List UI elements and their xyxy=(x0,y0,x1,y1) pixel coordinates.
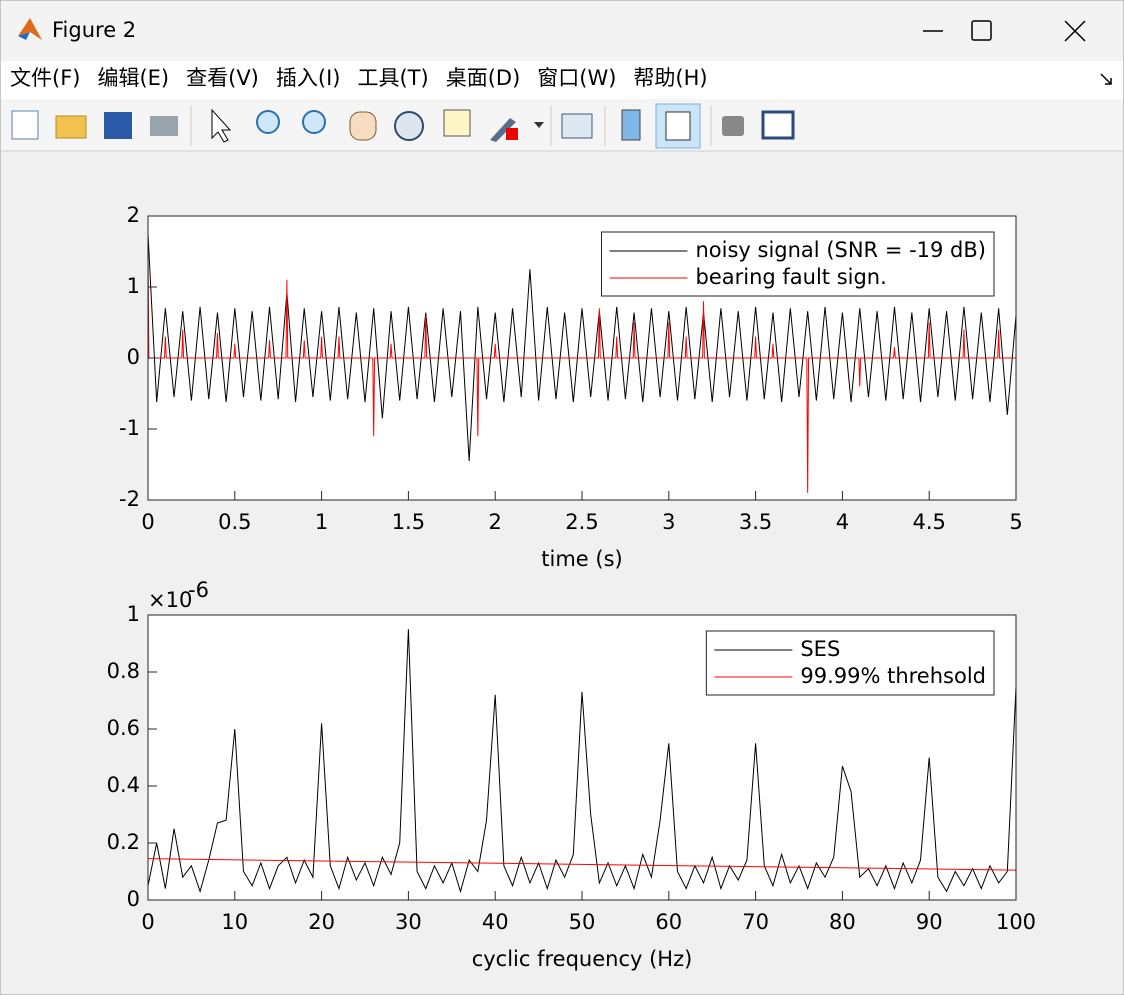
x-axis-label: time (s) xyxy=(541,547,622,571)
rotate-icon[interactable] xyxy=(394,111,424,141)
x-tick-label: 4.5 xyxy=(912,510,945,534)
menu-item[interactable]: 帮助(H) xyxy=(633,66,707,90)
brush-icon[interactable] xyxy=(490,118,516,142)
print-icon[interactable] xyxy=(150,116,178,136)
open-icon[interactable] xyxy=(55,115,87,139)
legend: SES 99.99% threhsold xyxy=(705,630,995,696)
x-tick-label: 1 xyxy=(315,510,328,534)
x-tick-label: 90 xyxy=(916,910,943,934)
menu-item[interactable]: 文件(F) xyxy=(10,66,80,90)
window-title: Figure 2 xyxy=(52,18,136,42)
x-tick-label: 0.5 xyxy=(218,510,251,534)
link-icon[interactable] xyxy=(561,113,593,139)
dock-figure-icon[interactable] xyxy=(761,110,795,140)
new-icon[interactable] xyxy=(11,110,39,140)
x-tick-label: 20 xyxy=(308,910,335,934)
y-tick-label: 0.6 xyxy=(107,716,140,740)
x-tick-label: 80 xyxy=(829,910,856,934)
x-tick-label: 2 xyxy=(489,510,502,534)
x-tick-label: 30 xyxy=(395,910,422,934)
zoom-in-icon[interactable] xyxy=(256,110,280,134)
y-tick-label: -2 xyxy=(119,487,140,511)
toolbar-icons xyxy=(11,103,795,149)
pan-icon[interactable] xyxy=(349,111,377,141)
x-tick-label: 3.5 xyxy=(739,510,772,534)
data-line xyxy=(147,629,1017,894)
y-tick-label: 2 xyxy=(127,203,140,227)
menu-bar xyxy=(1,61,1123,99)
maximize-button[interactable] xyxy=(971,20,992,41)
y-tick-label: 0 xyxy=(127,345,140,369)
y-tick-label: 0.8 xyxy=(107,659,140,683)
menu-item[interactable]: 查看(V) xyxy=(186,66,259,90)
x-tick-label: 50 xyxy=(569,910,596,934)
axes: 0 10 20 30 40 50 60 70 80 90 100 0 0.2 0.4 0.6 0.8 1 cycl… xyxy=(107,578,1036,971)
save-icon[interactable] xyxy=(104,112,132,139)
zoom-out-icon[interactable] xyxy=(302,110,326,134)
x-tick-label: 40 xyxy=(482,910,509,934)
y-multiplier: ×10 xyxy=(148,588,192,612)
dock-arrow[interactable] xyxy=(1100,73,1112,85)
legend-label: 99.99% threhsold xyxy=(800,664,986,688)
legend: noisy signal (SNR = -19 dB) bearing fault… xyxy=(600,231,995,297)
data-line xyxy=(147,858,1017,871)
x-tick-label: 0 xyxy=(141,910,154,934)
y-exponent: -6 xyxy=(188,578,209,602)
menu-item[interactable]: 工具(T) xyxy=(357,66,428,90)
title-bar xyxy=(1,1,1123,61)
legend-box xyxy=(705,630,995,696)
data-line xyxy=(147,233,1017,461)
x-tick-label: 2.5 xyxy=(565,510,598,534)
legend-label: noisy signal (SNR = -19 dB) xyxy=(695,238,986,262)
menu-item[interactable]: 编辑(E) xyxy=(97,66,169,90)
x-tick-label: 5 xyxy=(1009,510,1022,534)
y-tick-label: 1 xyxy=(127,274,140,298)
y-tick-label: 0.4 xyxy=(107,773,140,797)
legend-label: bearing fault sign. xyxy=(695,265,886,289)
legend-box xyxy=(600,231,995,297)
x-tick-label: 4 xyxy=(836,510,849,534)
menu-item[interactable]: 桌面(D) xyxy=(446,66,521,90)
axes: 0 0.5 1 1.5 2 2.5 3 3.5 4 4.5 5 -2 -1 0 1 2 time (s) nois… xyxy=(119,203,1023,571)
close-button[interactable] xyxy=(1064,20,1086,42)
y-tick-label: 0.2 xyxy=(107,830,140,854)
y-tick-label: 0 xyxy=(127,887,140,911)
menu-item[interactable]: 窗口(W) xyxy=(537,66,616,90)
x-tick-label: 10 xyxy=(221,910,248,934)
datatip-icon[interactable] xyxy=(443,109,471,137)
x-tick-label: 100 xyxy=(996,910,1036,934)
data-line xyxy=(147,251,1016,493)
app-icon xyxy=(18,18,42,40)
x-axis-label: cyclic frequency (Hz) xyxy=(472,947,693,971)
menu-item[interactable]: 插入(I) xyxy=(276,66,341,90)
colorbar-icon[interactable] xyxy=(621,109,641,141)
plot-area: 0 0.5 1 1.5 2 2.5 3 3.5 4 4.5 5 -2 -1 0 1 2 time (s) nois… xyxy=(107,203,1036,971)
legend-label: SES xyxy=(800,637,840,661)
x-tick-label: 70 xyxy=(742,910,769,934)
x-tick-label: 60 xyxy=(655,910,682,934)
x-tick-label: 0 xyxy=(141,510,154,534)
hide-tools-icon[interactable] xyxy=(722,116,744,136)
menu-group: 文件(F) 编辑(E) 查看(V) 插入(I) 工具(T) 桌面(D) 窗口(W) 帮助(H) xyxy=(10,66,708,90)
y-tick-label: 1 xyxy=(127,602,140,626)
pointer-icon[interactable] xyxy=(211,108,232,143)
y-tick-label: -1 xyxy=(119,416,140,440)
x-tick-label: 1.5 xyxy=(392,510,425,534)
x-tick-label: 3 xyxy=(662,510,675,534)
